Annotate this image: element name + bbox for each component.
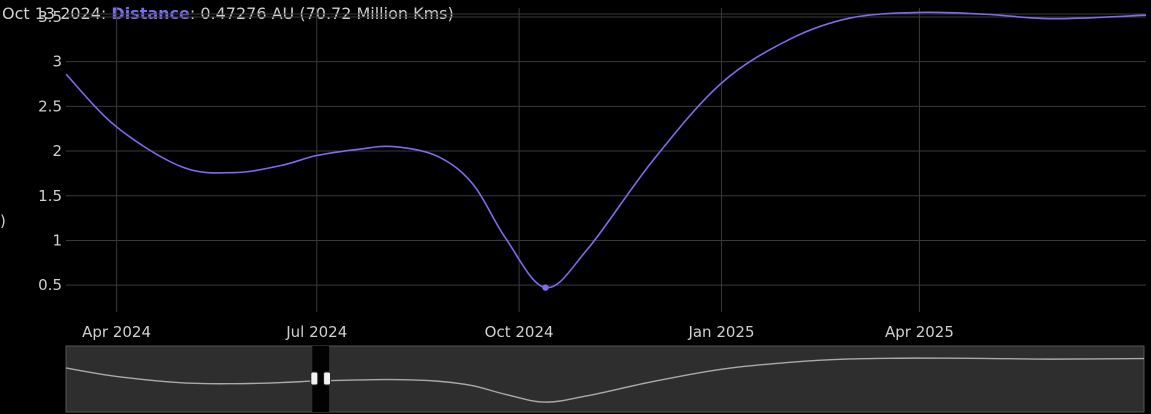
highlight-point[interactable] bbox=[542, 284, 549, 291]
y-tick-label: 2 bbox=[52, 142, 62, 160]
x-tick-label: Oct 2024 bbox=[485, 323, 554, 341]
x-tick-label: Jan 2025 bbox=[687, 323, 754, 341]
x-axis-ticks: Apr 2024 Jul 2024 Oct 2024 Jan 2025 Apr 2025 bbox=[82, 323, 954, 341]
distance-series-line bbox=[65, 11, 1147, 289]
navigator-series-line bbox=[65, 357, 1145, 403]
y-tick-label: 3 bbox=[52, 53, 62, 71]
y-tick-label: 0.5 bbox=[38, 276, 62, 294]
legend-date: Oct 13 2024 bbox=[2, 4, 101, 23]
navigator-background bbox=[65, 345, 1145, 413]
y-axis-ticks: 0.5 1 1.5 2 2.5 3 3.5 bbox=[38, 8, 62, 294]
range-navigator[interactable] bbox=[65, 345, 1145, 413]
y-tick-label: 3.5 bbox=[38, 8, 62, 26]
y-tick-label: 1 bbox=[52, 231, 62, 249]
series-layer bbox=[65, 11, 1147, 291]
x-tick-label: Apr 2025 bbox=[885, 323, 954, 341]
navigator-handle[interactable] bbox=[310, 371, 319, 386]
navigator-handle[interactable] bbox=[323, 371, 332, 386]
y-tick-label: 2.5 bbox=[38, 97, 62, 115]
y-tick-label: 1.5 bbox=[38, 187, 62, 205]
x-tick-label: Jul 2024 bbox=[285, 323, 347, 341]
y-axis-label: ) bbox=[0, 212, 6, 230]
grid bbox=[66, 8, 1146, 312]
x-tick-label: Apr 2024 bbox=[82, 323, 151, 341]
navigator-window[interactable] bbox=[312, 346, 330, 412]
